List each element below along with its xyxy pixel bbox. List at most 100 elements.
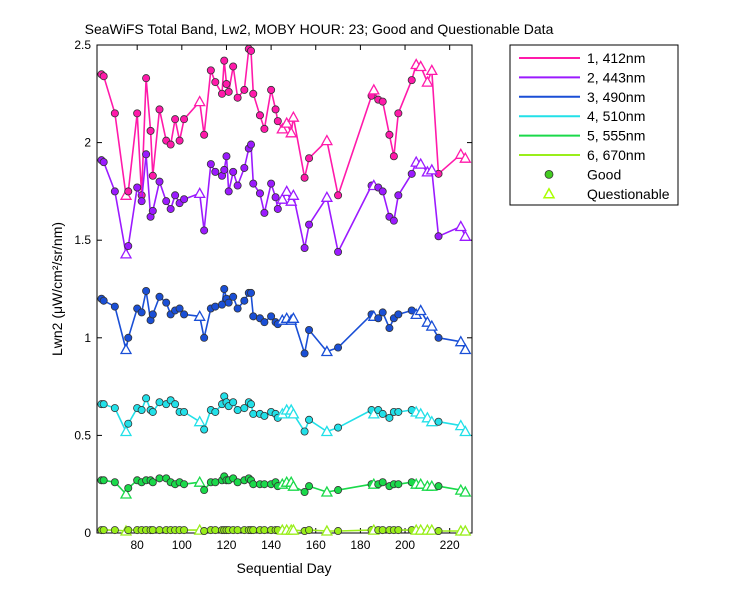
data-point-questionable — [193, 415, 206, 427]
x-tick-label: 160 — [306, 538, 326, 552]
data-point-questionable — [320, 524, 334, 536]
data-point-good — [434, 482, 443, 491]
data-point-good — [407, 76, 416, 85]
legend-label-4: 4, 510nm — [587, 108, 645, 124]
data-point-good — [260, 124, 269, 133]
data-point-good — [220, 165, 229, 174]
data-point-good — [180, 407, 189, 416]
data-point-questionable — [193, 95, 206, 107]
data-point-good — [255, 111, 264, 120]
data-point-good — [233, 406, 242, 415]
data-point-questionable — [119, 425, 133, 437]
data-point-good — [200, 486, 209, 495]
plot-area — [96, 44, 473, 534]
legend-label-questionable: Questionable — [587, 186, 670, 202]
y-tick-label: 2 — [84, 136, 91, 150]
data-point-good — [300, 488, 309, 497]
chart-title: SeaWiFS Total Band, Lw2, MOBY HOUR: 23; … — [85, 21, 554, 37]
data-point-questionable — [425, 479, 438, 491]
y-tick-label: 0.5 — [74, 428, 91, 442]
data-point-good — [434, 232, 443, 241]
data-point-good — [434, 417, 443, 426]
data-point-good — [124, 419, 133, 428]
data-point-good — [124, 242, 133, 251]
data-point-good — [385, 324, 394, 333]
data-point-questionable — [287, 407, 300, 419]
data-point-good — [166, 204, 175, 213]
series-4 — [97, 392, 472, 437]
data-point-good — [148, 407, 157, 416]
data-point-questionable — [287, 523, 300, 535]
data-point-good — [155, 292, 164, 301]
y-axis: 0 0.5 1 1.5 2 2.5 — [74, 38, 472, 540]
data-point-questionable — [414, 407, 427, 419]
data-point-questionable — [287, 188, 300, 200]
data-point-good — [155, 398, 164, 407]
legend-box — [509, 44, 679, 206]
data-point-good — [247, 140, 256, 149]
data-point-good — [267, 179, 276, 188]
data-point-good — [240, 296, 249, 305]
x-tick-label: 200 — [395, 538, 415, 552]
data-point-good — [200, 226, 209, 235]
data-point-good — [389, 216, 398, 225]
data-point-good — [99, 476, 108, 485]
data-point-good — [124, 333, 133, 342]
y-tick-label: 0 — [84, 526, 91, 540]
data-point-questionable — [276, 192, 289, 204]
data-point-good — [385, 130, 394, 139]
data-point-questionable — [119, 343, 133, 355]
data-point-good — [305, 415, 314, 424]
series-2 — [97, 140, 472, 259]
x-axis: 80 100 120 140 160 180 200 220 — [130, 45, 460, 552]
data-point-good — [267, 312, 276, 321]
data-point-good — [378, 478, 387, 487]
data-point-good — [260, 411, 269, 420]
data-point-questionable — [414, 477, 427, 489]
data-point-good — [137, 308, 146, 317]
data-point-good — [229, 62, 238, 71]
data-point-good — [300, 173, 309, 182]
data-point-good — [334, 423, 343, 432]
data-point-questionable — [454, 419, 467, 431]
data-point-questionable — [459, 343, 472, 355]
data-point-questionable — [320, 190, 334, 202]
data-point-good — [407, 169, 416, 178]
data-point-questionable — [193, 475, 206, 487]
data-point-good — [224, 87, 233, 96]
data-point-good — [220, 284, 229, 293]
data-point-good — [378, 308, 387, 317]
data-point-good — [200, 527, 209, 536]
legend-label-2: 2, 443nm — [587, 69, 645, 85]
data-point-questionable — [459, 425, 472, 437]
data-point-good — [200, 130, 209, 139]
data-point-good — [171, 115, 180, 124]
data-point-good — [305, 526, 314, 535]
data-point-good — [99, 72, 108, 81]
data-point-good — [110, 109, 119, 118]
data-point-good — [99, 296, 108, 305]
data-point-good — [240, 85, 249, 94]
data-point-good — [305, 154, 314, 163]
data-point-good — [220, 56, 229, 65]
data-point-questionable — [193, 309, 206, 321]
data-point-good — [162, 197, 171, 206]
data-point-good — [247, 46, 256, 55]
x-tick-label: 220 — [440, 538, 460, 552]
series-line — [100, 288, 466, 355]
data-point-good — [247, 288, 256, 297]
legend-label-6: 6, 670nm — [587, 147, 645, 163]
y-tick-label: 1.5 — [74, 233, 91, 247]
data-point-good — [148, 478, 157, 487]
data-point-good — [389, 152, 398, 161]
data-point-good — [233, 181, 242, 190]
data-point-questionable — [459, 524, 472, 536]
data-point-good — [175, 304, 184, 313]
data-point-good — [305, 220, 314, 229]
data-point-questionable — [367, 83, 380, 95]
data-point-good — [255, 189, 264, 198]
data-point-good — [171, 191, 180, 200]
data-point-good — [222, 152, 231, 161]
legend-label-3: 3, 490nm — [587, 89, 645, 105]
legend-marker-questionable — [542, 187, 556, 199]
